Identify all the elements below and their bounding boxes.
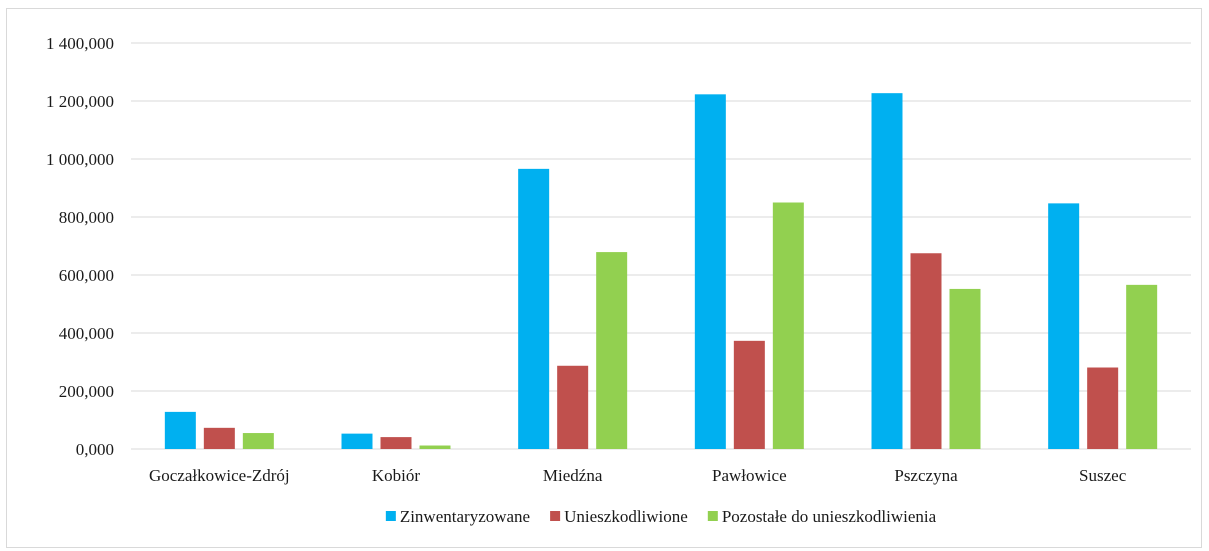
bar-3 bbox=[772, 202, 804, 449]
bar-2 bbox=[557, 365, 589, 449]
bar-1 bbox=[518, 168, 550, 450]
legend-swatch bbox=[550, 511, 561, 521]
y-tick-label: 0,000 bbox=[76, 440, 114, 459]
bar-3 bbox=[419, 445, 451, 449]
legend-label: Pozostałe do unieszkodliwienia bbox=[722, 507, 937, 526]
bar-1 bbox=[694, 94, 726, 449]
bar-2 bbox=[733, 340, 765, 449]
x-tick-label: Miedźna bbox=[543, 466, 603, 485]
y-tick-label: 400,000 bbox=[59, 324, 114, 343]
y-tick-label: 1 000,000 bbox=[46, 150, 114, 169]
bar-3 bbox=[596, 252, 628, 449]
y-tick-label: 800,000 bbox=[59, 208, 114, 227]
x-tick-label: Goczałkowice-Zdrój bbox=[149, 466, 290, 485]
bar-2 bbox=[910, 253, 942, 449]
legend-label: Unieszkodliwione bbox=[564, 507, 688, 526]
y-tick-label: 200,000 bbox=[59, 382, 114, 401]
bar-2 bbox=[1087, 367, 1119, 449]
bar-1 bbox=[1048, 203, 1080, 449]
legend-label: Zinwentaryzowane bbox=[400, 507, 530, 526]
bar-1 bbox=[164, 411, 196, 449]
bar-2 bbox=[203, 427, 235, 449]
x-tick-label: Pawłowice bbox=[712, 466, 787, 485]
bar-1 bbox=[341, 433, 373, 449]
legend-swatch bbox=[707, 511, 718, 521]
y-tick-label: 600,000 bbox=[59, 266, 114, 285]
x-tick-label: Suszec bbox=[1079, 466, 1127, 485]
legend-swatch bbox=[385, 511, 396, 521]
bar-3 bbox=[242, 433, 274, 449]
y-tick-label: 1 400,000 bbox=[46, 34, 114, 53]
y-tick-label: 1 200,000 bbox=[46, 92, 114, 111]
bar-1 bbox=[871, 93, 903, 450]
x-tick-label: Kobiór bbox=[372, 466, 421, 485]
x-tick-label: Pszczyna bbox=[894, 466, 958, 485]
bar-3 bbox=[1126, 284, 1158, 449]
bar-2 bbox=[380, 437, 412, 449]
bar-3 bbox=[949, 288, 981, 449]
